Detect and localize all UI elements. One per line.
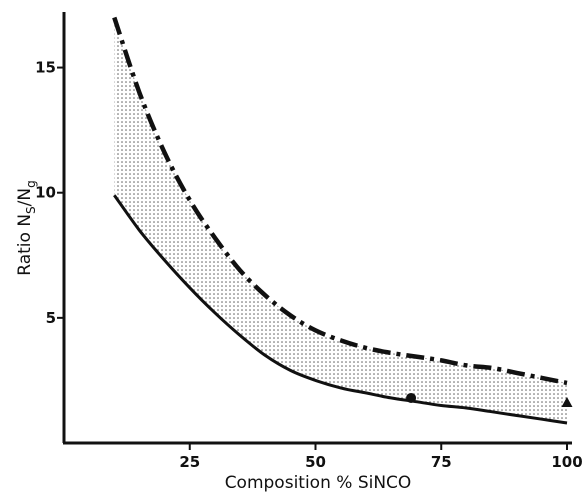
x-axis-label: Composition % SiNCO bbox=[225, 473, 412, 493]
x-ticks: 25 50 75 100 bbox=[179, 443, 583, 471]
data-points bbox=[406, 392, 573, 407]
data-point-circle bbox=[406, 392, 417, 403]
data-point-triangle bbox=[561, 396, 573, 407]
y-tick-label: 5 bbox=[46, 309, 56, 327]
y-axis-label: Ratio NS/Ng bbox=[15, 180, 38, 275]
x-tick-label: 100 bbox=[551, 453, 582, 471]
x-tick-label: 50 bbox=[305, 453, 326, 471]
lower-curve-solid bbox=[113, 194, 568, 425]
y-tick-label: 10 bbox=[35, 184, 56, 202]
y-ticks: 5 10 15 bbox=[35, 59, 64, 327]
shaded-band bbox=[114, 17, 568, 423]
x-tick-label: 75 bbox=[431, 453, 452, 471]
x-tick-label: 25 bbox=[179, 453, 200, 471]
upper-curve-dashdot bbox=[112, 16, 568, 386]
y-tick-label: 15 bbox=[35, 59, 56, 77]
